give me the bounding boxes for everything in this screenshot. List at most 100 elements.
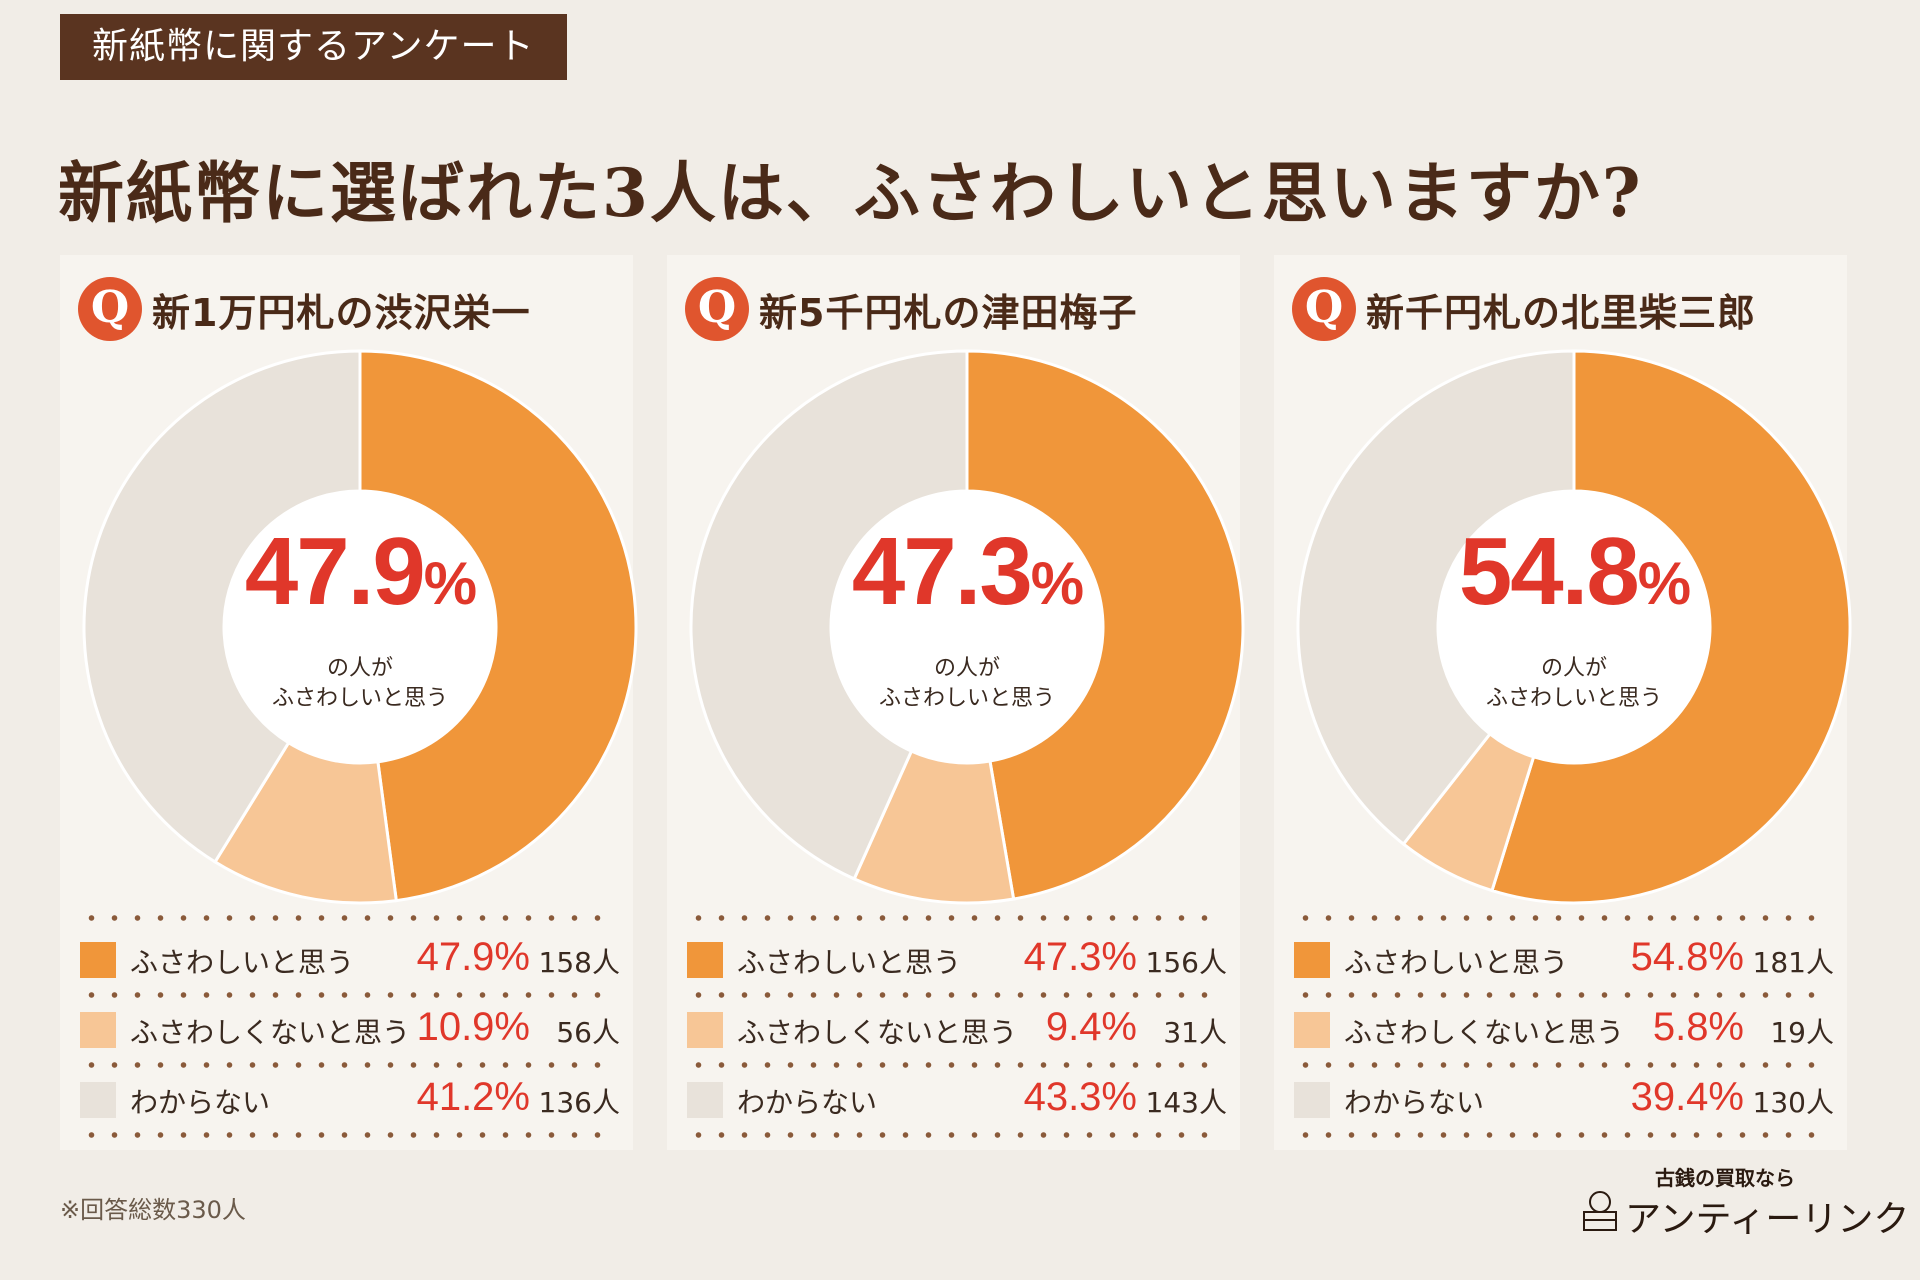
dotted-divider — [1294, 992, 1829, 998]
legend-swatch — [1294, 1012, 1330, 1048]
center-unit: % — [1637, 550, 1691, 617]
q-badge-icon: Q — [685, 277, 749, 341]
legend-percent: 5.8% — [1652, 1005, 1744, 1049]
center-unit: % — [1030, 550, 1084, 617]
legend-label: ふさわしくないと思う — [1344, 1016, 1625, 1049]
brand-tagline: 古銭の買取なら — [1655, 1166, 1795, 1190]
legend-percent: 47.3% — [1023, 935, 1137, 979]
legend-count: 181人 — [1752, 946, 1834, 979]
q-badge-icon: Q — [78, 277, 142, 341]
legend-percent: 47.9% — [416, 935, 530, 979]
donut-chart — [689, 349, 1245, 905]
dotted-divider — [687, 1132, 1222, 1138]
center-value: 47.3 — [851, 518, 1033, 625]
dotted-divider — [80, 915, 615, 921]
center-unit: % — [423, 550, 477, 617]
legend-label: ふさわしいと思う — [130, 946, 355, 979]
center-caption-line1: の人が — [326, 656, 393, 681]
dotted-divider — [1294, 1132, 1829, 1138]
legend-percent: 39.4% — [1630, 1075, 1744, 1119]
legend-row-agree: ふさわしいと思う 54.8% 181人 — [1294, 935, 1834, 985]
legend-swatch — [1294, 1082, 1330, 1118]
question-text: 新5千円札の津田梅子 — [759, 290, 1138, 335]
survey-tag: 新紙幣に関するアンケート — [60, 14, 567, 80]
dotted-divider — [687, 992, 1222, 998]
legend-count: 130人 — [1752, 1086, 1834, 1119]
panel-kitasato: Q 新千円札の北里柴三郎 54.8% の人が ふさわしいと思う ふさわしいと思う … — [1274, 255, 1852, 1150]
slice-agree — [358, 349, 638, 903]
legend-count: 19人 — [1770, 1016, 1834, 1049]
legend-row-agree: ふさわしいと思う 47.9% 158人 — [80, 935, 620, 985]
shop-icon — [1583, 1191, 1617, 1231]
center-percentage: 54.8% — [1274, 517, 1874, 627]
center-value: 47.9 — [244, 518, 426, 625]
donut-chart — [82, 349, 638, 905]
legend-label: わからない — [130, 1086, 271, 1119]
center-caption-line1: の人が — [1540, 656, 1607, 681]
legend-percent: 10.9% — [416, 1005, 530, 1049]
legend-swatch — [687, 1082, 723, 1118]
dotted-divider — [1294, 915, 1829, 921]
legend-swatch — [687, 942, 723, 978]
legend-swatch — [80, 1012, 116, 1048]
slice-unknown — [1296, 349, 1576, 847]
legend-row-unknown: わからない 41.2% 136人 — [80, 1075, 620, 1125]
dotted-divider — [80, 992, 615, 998]
slice-agree — [1490, 349, 1852, 905]
legend-row-disagree: ふさわしくないと思う 5.8% 19人 — [1294, 1005, 1834, 1055]
brand-name: アンティーリンク — [1625, 1199, 1910, 1240]
donut-hole — [225, 492, 495, 762]
legend-count: 158人 — [538, 946, 620, 979]
slice-agree — [965, 349, 1245, 901]
legend-percent: 9.4% — [1045, 1005, 1137, 1049]
footnote: ※回答総数330人 — [60, 1196, 246, 1224]
center-caption-line2: ふさわしいと思う — [1485, 686, 1662, 711]
legend-count: 31人 — [1163, 1016, 1227, 1049]
dotted-divider — [80, 1132, 615, 1138]
legend-percent: 41.2% — [416, 1075, 530, 1119]
page-title: 新紙幣に選ばれた3人は、ふさわしいと思いますか? — [58, 154, 1643, 232]
question-text: 新1万円札の渋沢栄一 — [152, 290, 531, 335]
legend-label: ふさわしいと思う — [1344, 946, 1569, 979]
donut-chart — [1296, 349, 1852, 905]
dotted-divider — [1294, 1062, 1829, 1068]
center-caption-line2: ふさわしいと思う — [271, 686, 448, 711]
legend-row-disagree: ふさわしくないと思う 9.4% 31人 — [687, 1005, 1227, 1055]
legend-swatch — [80, 942, 116, 978]
legend-swatch — [687, 1012, 723, 1048]
dotted-divider — [687, 1062, 1222, 1068]
panel-tsuda: Q 新5千円札の津田梅子 47.3% の人が ふさわしいと思う ふさわしいと思う … — [667, 255, 1245, 1150]
question-text: 新千円札の北里柴三郎 — [1366, 290, 1757, 335]
legend-count: 56人 — [556, 1016, 620, 1049]
center-caption-line1: の人が — [933, 656, 1000, 681]
legend-label: ふさわしくないと思う — [737, 1016, 1018, 1049]
question-title: Q 新千円札の北里柴三郎 — [1292, 277, 1756, 347]
legend-label: ふさわしいと思う — [737, 946, 962, 979]
slice-unknown — [82, 349, 362, 864]
legend-count: 136人 — [538, 1086, 620, 1119]
legend-count: 143人 — [1145, 1086, 1227, 1119]
q-badge-icon: Q — [1292, 277, 1356, 341]
dotted-divider — [687, 915, 1222, 921]
legend-label: わからない — [1344, 1086, 1485, 1119]
legend-percent: 43.3% — [1023, 1075, 1137, 1119]
legend-label: ふさわしくないと思う — [130, 1016, 411, 1049]
question-title: Q 新1万円札の渋沢栄一 — [78, 277, 530, 347]
legend-row-disagree: ふさわしくないと思う 10.9% 56人 — [80, 1005, 620, 1055]
legend-label: わからない — [737, 1086, 878, 1119]
legend-swatch — [1294, 942, 1330, 978]
legend-row-agree: ふさわしいと思う 47.3% 156人 — [687, 935, 1227, 985]
question-title: Q 新5千円札の津田梅子 — [685, 277, 1137, 347]
dotted-divider — [80, 1062, 615, 1068]
center-caption-line2: ふさわしいと思う — [878, 686, 1055, 711]
panel-shibusawa: Q 新1万円札の渋沢栄一 47.9% の人が ふさわしいと思う ふさわしいと思う … — [60, 255, 638, 1150]
donut-hole — [832, 492, 1102, 762]
legend-row-unknown: わからない 43.3% 143人 — [687, 1075, 1227, 1125]
legend-swatch — [80, 1082, 116, 1118]
brand-logo: 古銭の買取なら アンティーリンク — [1580, 1160, 1909, 1250]
legend-row-unknown: わからない 39.4% 130人 — [1294, 1075, 1834, 1125]
center-percentage: 47.3% — [667, 517, 1267, 627]
center-percentage: 47.9% — [60, 517, 660, 627]
slice-unknown — [689, 349, 969, 881]
